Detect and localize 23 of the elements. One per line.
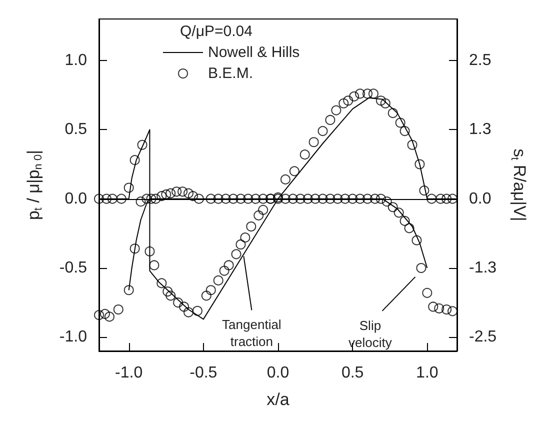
legend-label: Nowell & Hills — [208, 44, 300, 61]
y-tick-label: -0.5 — [59, 260, 88, 276]
y2-axis-title: st R/aμ|V| — [508, 148, 529, 222]
legend-label: B.E.M. — [208, 65, 254, 82]
y-axis-title: pt / μ|pn 0| — [24, 150, 44, 220]
x-axis-title: x/a — [266, 390, 290, 409]
y2-tick-label: -1.3 — [469, 260, 497, 276]
x-tick-label: 1.0 — [416, 364, 438, 382]
y2-tick-label: -2.5 — [469, 328, 497, 346]
x-tick-label: -0.5 — [190, 364, 218, 382]
y2-tick-label: 2.5 — [469, 52, 492, 69]
y-tick-label: 0.0 — [64, 190, 88, 208]
y2-tick-label: 0.0 — [469, 190, 492, 208]
legend-title: Q/μP=0.04 — [180, 23, 252, 40]
y-tick-label: 0.5 — [64, 121, 88, 138]
x-tick-label: 0.5 — [341, 364, 364, 382]
annotation: Tangential traction — [222, 317, 282, 350]
annotation: Slip velocity — [348, 318, 392, 350]
y-tick-label: -1.0 — [59, 328, 88, 346]
x-tick-label: 0.0 — [266, 364, 290, 382]
y-tick-label: 1.0 — [64, 52, 88, 69]
y2-tick-label: 1.3 — [469, 121, 492, 138]
x-tick-label: -1.0 — [115, 364, 143, 382]
